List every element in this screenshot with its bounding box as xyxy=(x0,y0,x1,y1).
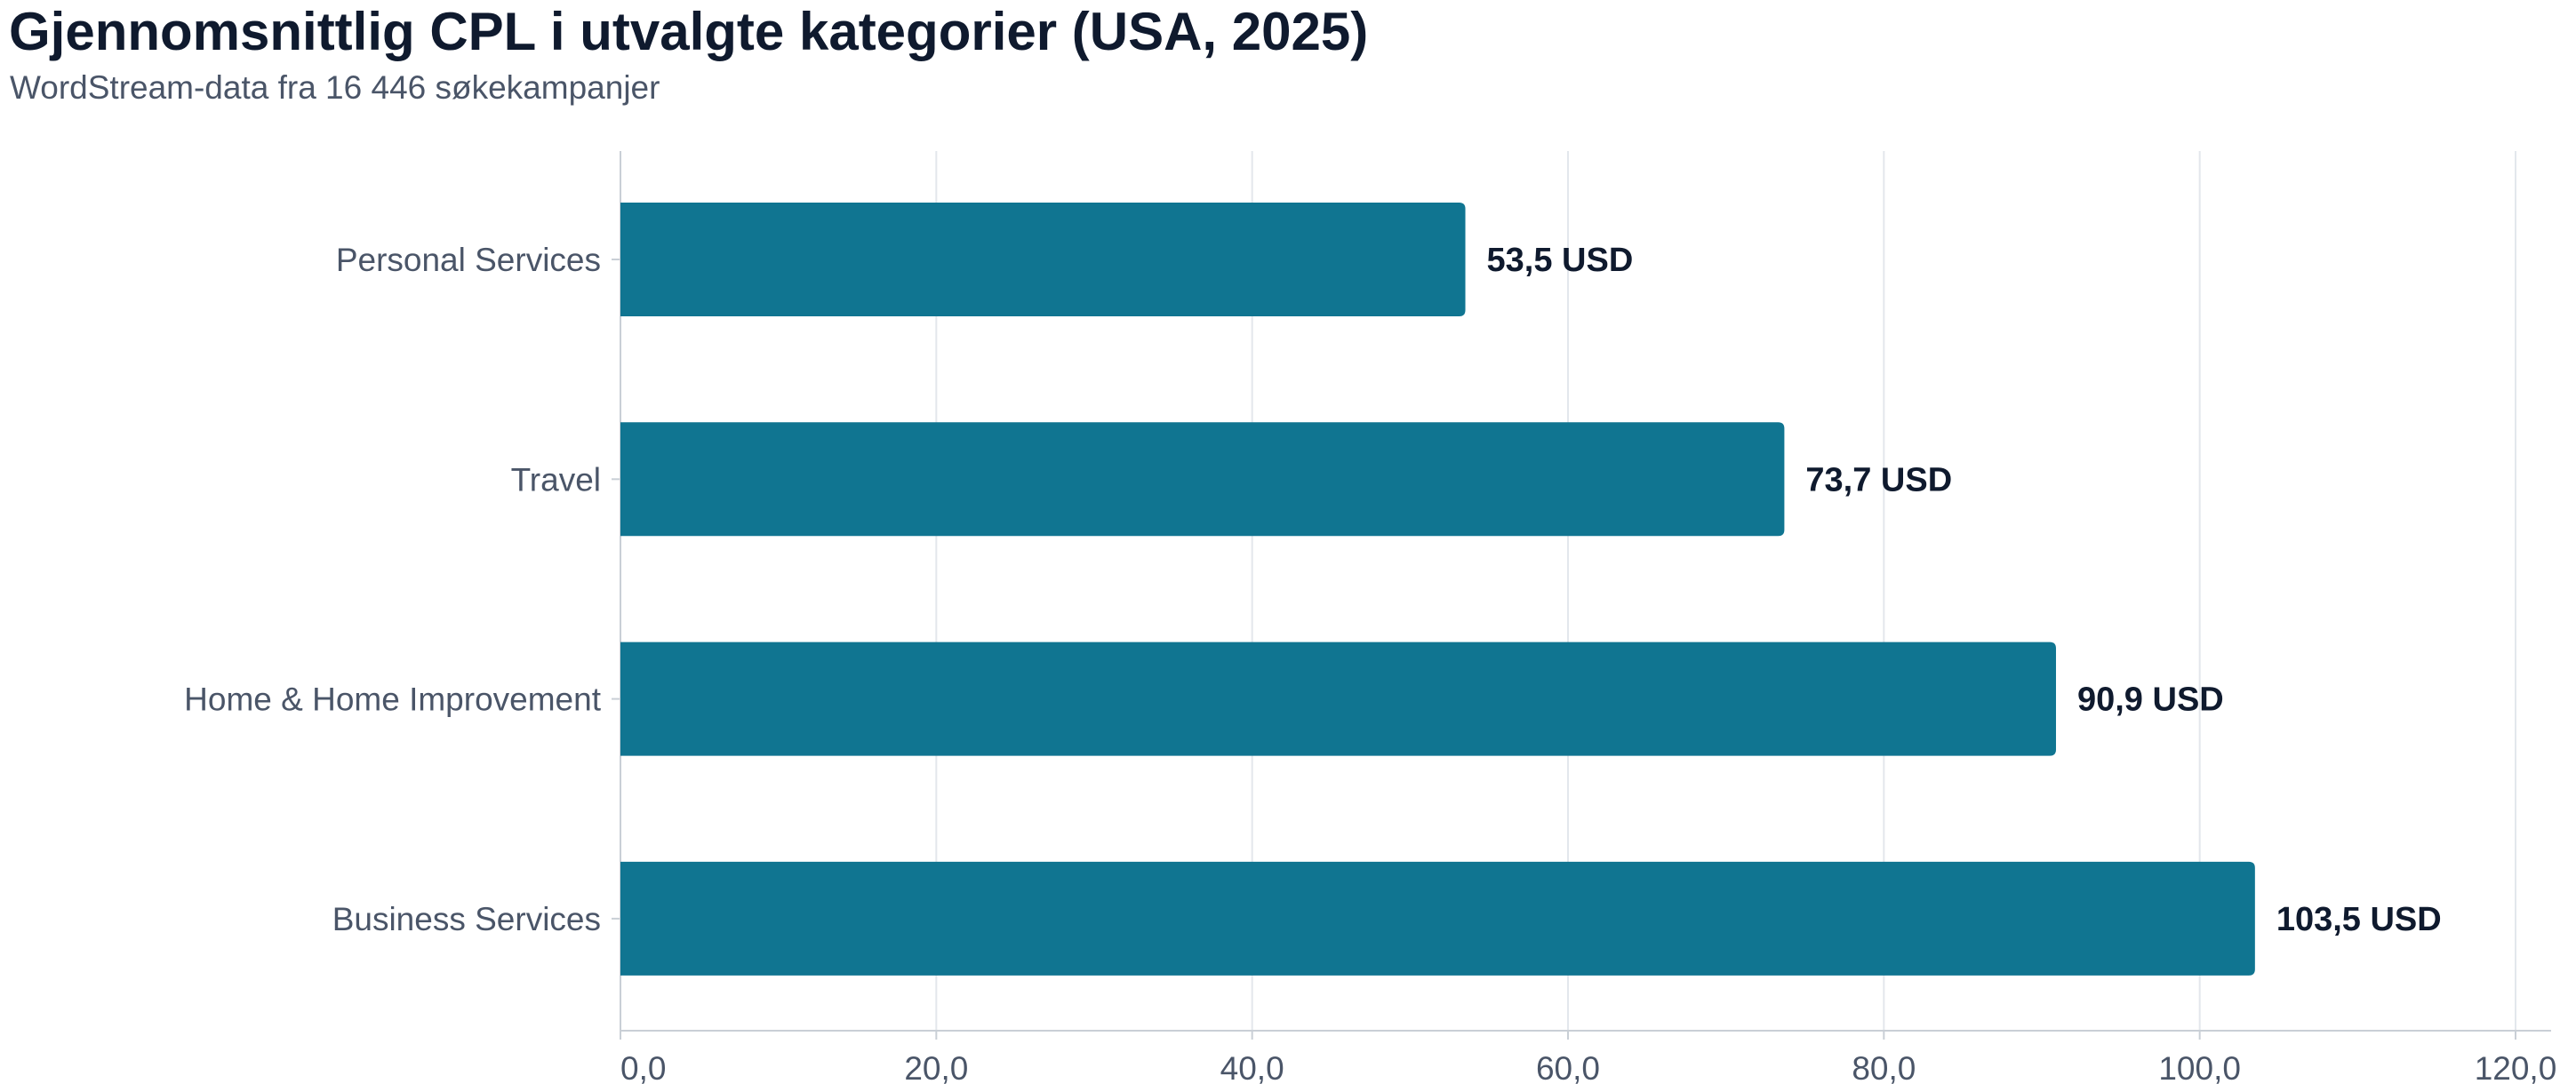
value-label: 73,7 USD xyxy=(1805,461,1952,498)
x-tick-label: 60,0 xyxy=(1536,1050,1600,1084)
x-tick-label: 100,0 xyxy=(2158,1050,2241,1084)
x-tick-label: 80,0 xyxy=(1852,1050,1916,1084)
x-tick-label: 0,0 xyxy=(620,1050,666,1084)
chart-subtitle: WordStream-data fra 16 446 søkekampanjer xyxy=(10,69,660,106)
category-label: Home & Home Improvement xyxy=(184,681,602,718)
x-tick-label: 20,0 xyxy=(904,1050,968,1084)
category-label: Personal Services xyxy=(336,242,601,278)
x-tick-label: 120,0 xyxy=(2475,1050,2557,1084)
value-label: 53,5 USD xyxy=(1487,242,1634,279)
bar xyxy=(620,861,2255,976)
value-label: 90,9 USD xyxy=(2077,681,2224,719)
bar xyxy=(620,642,2056,756)
bar xyxy=(620,203,1466,316)
category-label: Travel xyxy=(511,461,601,498)
category-label: Business Services xyxy=(332,901,601,937)
bar xyxy=(620,422,1785,537)
chart-title: Gjennomsnittlig CPL i utvalgte kategorie… xyxy=(9,2,1369,61)
x-tick-label: 40,0 xyxy=(1220,1050,1284,1084)
value-label: 103,5 USD xyxy=(2276,901,2442,938)
